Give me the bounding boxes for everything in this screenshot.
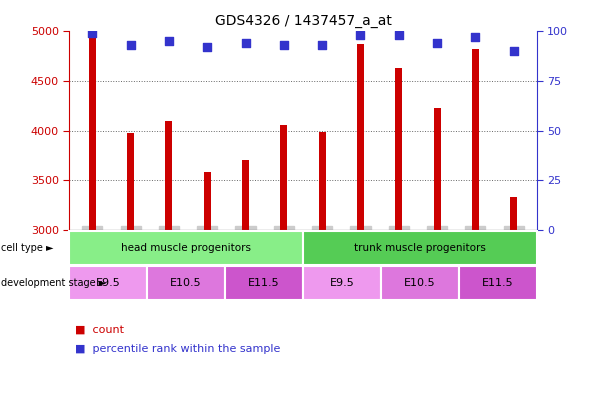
Text: E11.5: E11.5 — [248, 278, 280, 288]
Bar — [510, 197, 517, 230]
Text: head muscle progenitors: head muscle progenitors — [121, 243, 251, 253]
Bar — [204, 173, 210, 230]
Text: trunk muscle progenitors: trunk muscle progenitors — [354, 243, 486, 253]
Text: ■  count: ■ count — [75, 324, 124, 334]
Bar — [165, 121, 172, 230]
Bar — [319, 132, 326, 230]
Bar — [127, 133, 134, 230]
Point — [279, 42, 289, 48]
Point — [394, 32, 403, 39]
Text: E9.5: E9.5 — [330, 278, 355, 288]
Title: GDS4326 / 1437457_a_at: GDS4326 / 1437457_a_at — [215, 14, 391, 28]
Point — [356, 32, 365, 39]
Bar — [89, 37, 96, 230]
Point — [87, 30, 97, 37]
Point — [432, 40, 442, 46]
Text: E9.5: E9.5 — [96, 278, 121, 288]
Text: E10.5: E10.5 — [404, 278, 435, 288]
Text: E10.5: E10.5 — [171, 278, 202, 288]
Point — [317, 42, 327, 48]
Text: ■  percentile rank within the sample: ■ percentile rank within the sample — [75, 344, 281, 354]
Point — [203, 44, 212, 50]
Bar — [357, 44, 364, 230]
Point — [164, 38, 174, 44]
Point — [126, 42, 136, 48]
Text: cell type ►: cell type ► — [1, 243, 54, 253]
Point — [509, 48, 519, 55]
Text: development stage ►: development stage ► — [1, 278, 107, 288]
Bar — [242, 160, 249, 230]
Bar — [396, 68, 402, 230]
Text: E11.5: E11.5 — [482, 278, 514, 288]
Bar — [472, 49, 479, 230]
Bar — [280, 125, 287, 230]
Point — [470, 34, 480, 40]
Point — [241, 40, 250, 46]
Bar — [434, 108, 441, 230]
